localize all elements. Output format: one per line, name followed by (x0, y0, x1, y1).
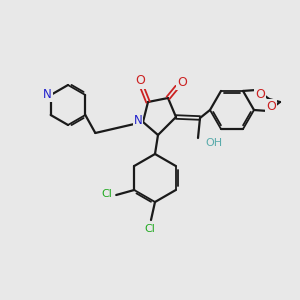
Text: O: O (135, 74, 145, 88)
Text: N: N (43, 88, 52, 101)
Text: O: O (255, 88, 265, 101)
Text: O: O (266, 100, 276, 112)
Text: N: N (134, 113, 142, 127)
Text: Cl: Cl (145, 224, 155, 234)
Text: O: O (177, 76, 187, 88)
Text: OH: OH (205, 138, 222, 148)
Text: Cl: Cl (102, 189, 113, 199)
